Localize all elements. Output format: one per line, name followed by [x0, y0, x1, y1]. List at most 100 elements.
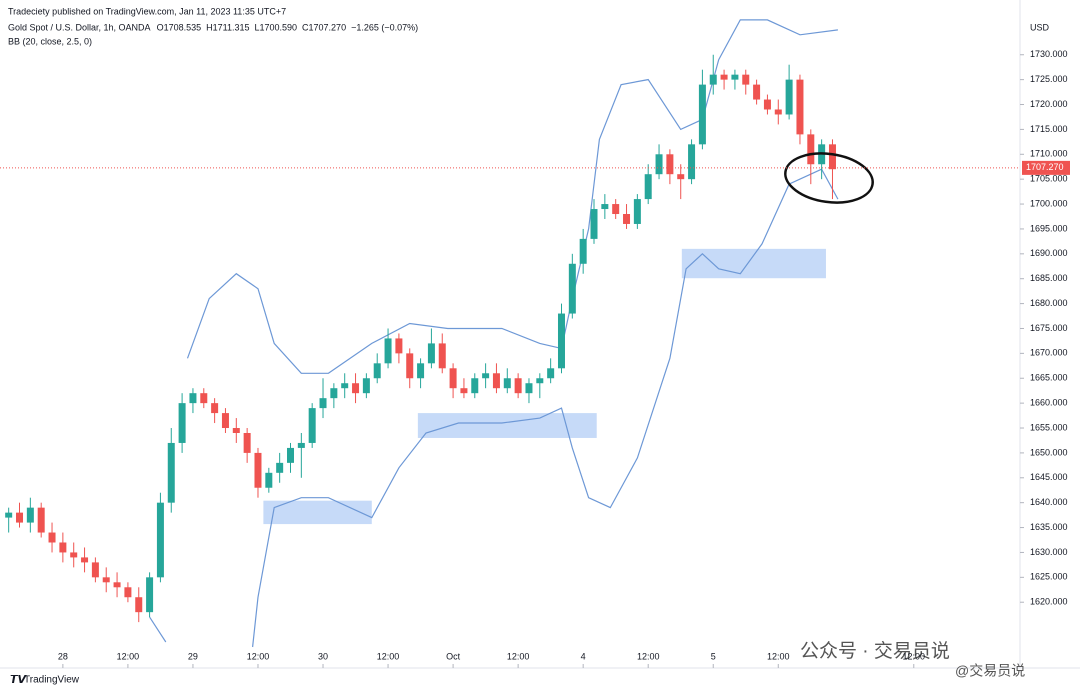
- candle-body: [688, 144, 696, 180]
- candle-body: [406, 353, 414, 379]
- candle-body: [286, 447, 294, 463]
- y-tick-label: 1705.000: [1030, 174, 1068, 184]
- x-tick-label: 4: [581, 651, 586, 661]
- candle-body: [232, 428, 240, 433]
- candle-body: [81, 557, 89, 563]
- candle-body: [666, 154, 674, 175]
- x-tick-label: 12:00: [117, 651, 140, 661]
- candle-body: [102, 577, 110, 583]
- ohlc-label: C1707.270: [302, 22, 346, 32]
- tv-logo-mark: 𝙏𝙑: [10, 674, 28, 686]
- zone: [417, 413, 597, 438]
- candle-body: [352, 383, 360, 394]
- candle-body: [698, 84, 706, 145]
- candle-body: [796, 79, 804, 135]
- candle-body: [612, 204, 620, 215]
- candle-body: [774, 109, 782, 115]
- candle-body: [243, 432, 251, 453]
- candle-body: [211, 403, 219, 414]
- x-tick-label: 12:00: [377, 651, 400, 661]
- candle-body: [48, 532, 56, 543]
- candle-body: [16, 512, 24, 523]
- candle-body: [449, 368, 457, 389]
- x-tick-label: 12:00: [247, 651, 270, 661]
- candle-body: [427, 343, 435, 364]
- y-tick-label: 1730.000: [1030, 49, 1068, 59]
- x-tick-label: 12:00: [637, 651, 660, 661]
- y-tick-label: 1690.000: [1030, 248, 1068, 258]
- candle-body: [601, 204, 609, 210]
- candle-body: [633, 199, 641, 224]
- candle-body: [547, 368, 555, 379]
- candle-body: [135, 597, 143, 613]
- x-tick-label: 12:00: [507, 651, 530, 661]
- candle-body: [297, 442, 305, 448]
- y-tick-label: 1645.000: [1030, 472, 1068, 482]
- candle-body: [167, 442, 175, 503]
- candle-body: [492, 373, 500, 389]
- candle-body: [254, 452, 262, 488]
- candle-body: [37, 507, 45, 533]
- y-tick-label: 1660.000: [1030, 398, 1068, 408]
- candle-body: [557, 313, 565, 369]
- candle-body: [330, 388, 338, 399]
- published-text: Tradeciety published on TradingView.com,…: [8, 6, 286, 16]
- candle-body: [341, 383, 349, 389]
- y-tick-label: 1710.000: [1030, 149, 1068, 159]
- x-tick-label: 5: [711, 651, 716, 661]
- candle-body: [276, 462, 284, 473]
- candle-body: [525, 383, 533, 394]
- y-tick-label: 1680.000: [1030, 298, 1068, 308]
- candle-body: [438, 343, 446, 369]
- x-tick-label: 12:00: [767, 651, 790, 661]
- candle-body: [655, 154, 663, 175]
- candle-body: [503, 378, 511, 389]
- candle-body: [590, 209, 598, 239]
- zone: [263, 500, 372, 525]
- y-tick-label: 1670.000: [1030, 348, 1068, 358]
- y-tick-label: 1630.000: [1030, 547, 1068, 557]
- y-tick-label: 1655.000: [1030, 422, 1068, 432]
- candle-body: [785, 79, 793, 115]
- y-tick-label: 1700.000: [1030, 198, 1068, 208]
- x-tick-label: 12:00: [903, 651, 926, 661]
- indicator: BB (20, close, 2.5, 0): [8, 36, 92, 46]
- candle-body: [146, 577, 154, 613]
- candle-body: [828, 144, 836, 170]
- candle-body: [471, 378, 479, 394]
- candle-body: [124, 587, 132, 598]
- x-tick-label: 29: [188, 651, 198, 661]
- candle-body: [308, 408, 316, 443]
- watermark: 公众号 · 交易员说: [800, 640, 950, 662]
- x-tick-label: 28: [58, 651, 68, 661]
- ohlc-label: −1.265 (−0.07%): [351, 22, 418, 32]
- candle-body: [623, 214, 631, 224]
- candle-body: [753, 84, 761, 100]
- candle-body: [709, 74, 717, 85]
- candle-body: [91, 562, 99, 578]
- candle-body: [536, 378, 544, 384]
- symbol: Gold Spot / U.S. Dollar, 1h, OANDA: [8, 22, 151, 32]
- x-tick-label: Oct: [446, 651, 461, 661]
- candle-body: [362, 378, 370, 394]
- candle-body: [763, 99, 771, 110]
- candle-body: [579, 238, 587, 264]
- ohlc-label: O1708.535: [157, 22, 202, 32]
- candle-body: [720, 74, 728, 80]
- candle-body: [395, 338, 403, 354]
- currency: USD: [1030, 22, 1050, 32]
- y-tick-label: 1640.000: [1030, 497, 1068, 507]
- candle-body: [5, 512, 13, 518]
- candle-body: [178, 403, 186, 443]
- candle-body: [26, 507, 34, 523]
- y-tick-label: 1635.000: [1030, 522, 1068, 532]
- candle-body: [644, 174, 652, 200]
- y-tick-label: 1720.000: [1030, 99, 1068, 109]
- candle-body: [70, 552, 78, 558]
- x-tick-label: 30: [318, 651, 328, 661]
- candle-body: [677, 174, 685, 180]
- candle-body: [265, 472, 273, 488]
- candle-body: [113, 582, 121, 588]
- candle-body: [460, 388, 468, 394]
